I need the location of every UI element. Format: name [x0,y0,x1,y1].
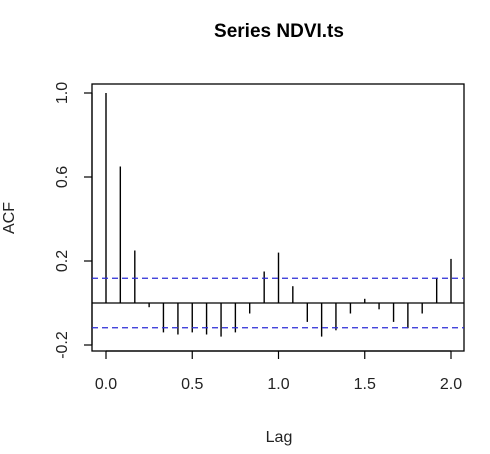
y-tick-label-1: 0.2 [54,250,71,272]
x-tick-label-1: 0.5 [181,376,203,393]
x-axis: 0.0 0.5 1.0 1.5 2.0 [95,351,462,393]
y-tick-label-3: 1.0 [54,82,71,104]
chart-title: Series NDVI.ts [214,21,344,42]
x-axis-label: Lag [266,429,293,446]
y-tick-label-0: -0.2 [54,331,71,359]
acf-bars [106,93,451,337]
y-axis: -0.2 0.2 0.6 1.0 [54,82,92,359]
y-tick-label-2: 0.6 [54,166,71,188]
x-tick-label-2: 1.0 [267,376,289,393]
x-tick-label-4: 2.0 [440,376,462,393]
y-axis-label: ACF [1,202,18,234]
x-tick-label-3: 1.5 [354,376,376,393]
x-tick-label-0: 0.0 [95,376,117,393]
